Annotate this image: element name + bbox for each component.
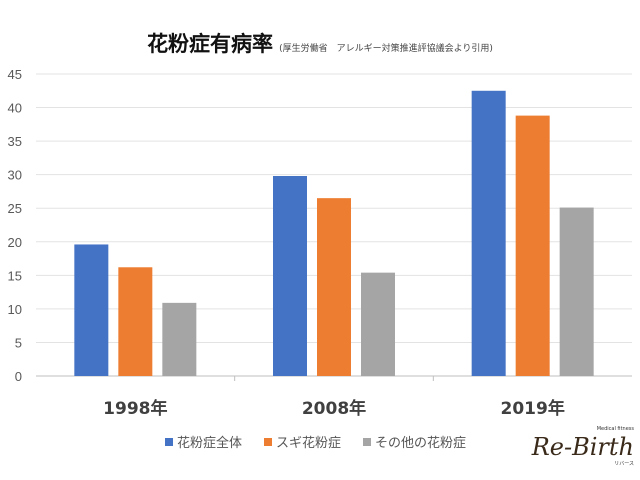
logo-tagline: Medical fitness (596, 426, 634, 432)
bar-1-1 (317, 198, 351, 376)
legend-item: 花粉症全体 (165, 432, 242, 451)
logo-text: Re-Birth (531, 433, 634, 461)
logo-kana: リバース (614, 461, 634, 467)
chart-title-block: 花粉症有病率 (厚生労働省 アレルギー対策推進評協議会より引用) (0, 28, 640, 58)
bar-2-2 (559, 207, 594, 376)
legend-label: 花粉症全体 (177, 436, 243, 451)
bar-0-2 (162, 302, 197, 376)
y-tick-label: 5 (15, 335, 22, 350)
legend-item: その他の花粉症 (363, 432, 466, 451)
legend-swatch (264, 438, 273, 446)
legend-label: スギ花粉症 (276, 436, 342, 451)
bar-0-1 (118, 267, 153, 376)
legend-item: スギ花粉症 (264, 432, 341, 451)
rebirth-logo: Medical fitness Re-Birth リバース (532, 426, 634, 468)
y-tick-label: 15 (8, 268, 22, 283)
y-tick-label: 10 (8, 302, 22, 317)
x-category-label: 2008年 (302, 398, 366, 419)
y-tick-label: 35 (8, 134, 22, 149)
y-tick-label: 30 (8, 168, 22, 183)
legend-label: その他の花粉症 (375, 436, 467, 451)
y-tick-label: 20 (8, 235, 22, 250)
y-tick-label: 40 (8, 101, 22, 116)
bar-2-0 (471, 90, 506, 377)
chart-subtitle: (厚生労働省 アレルギー対策推進評協議会より引用) (279, 44, 493, 54)
bar-1-0 (273, 176, 307, 376)
x-category-label: 1998年 (103, 398, 167, 419)
x-category-label: 2019年 (501, 398, 565, 419)
legend-swatch (165, 438, 173, 446)
bar-2-1 (515, 115, 550, 376)
legend-swatch (363, 438, 372, 446)
bar-1-2 (361, 272, 395, 376)
y-tick-label: 45 (8, 67, 22, 82)
chart-title: 花粉症有病率 (147, 32, 274, 56)
legend: 花粉症全体 スギ花粉症 その他の花粉症 (165, 432, 466, 451)
y-tick-label: 0 (15, 369, 22, 384)
y-tick-label: 25 (8, 201, 22, 216)
bar-0-0 (74, 244, 109, 376)
